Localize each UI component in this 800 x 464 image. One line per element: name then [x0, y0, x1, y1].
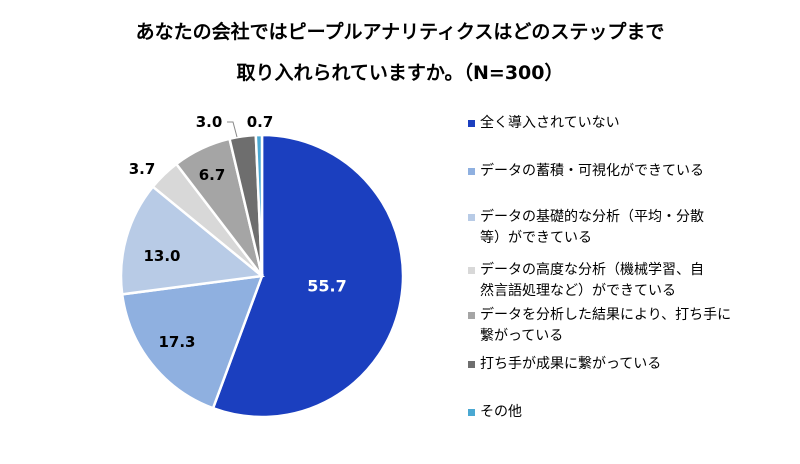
slice-not-introduced: [211, 133, 405, 419]
data-label: 0.7: [247, 113, 274, 131]
legend-label: 全く導入されていない: [480, 115, 620, 131]
legend-swatch: [468, 168, 475, 175]
legend-item-basic-analysis: データの基礎的な分析（平均・分散 等）ができている: [468, 207, 768, 249]
legend-item-other: その他: [468, 402, 768, 423]
legend-swatch: [468, 409, 475, 416]
legend-swatch: [468, 267, 475, 274]
slice-other: [254, 133, 264, 277]
data-label: 3.7: [129, 160, 156, 178]
chart-title-line2: 取り入れられていますか。（N=300）: [236, 62, 564, 84]
legend-item-led-to-actions: データを分析した結果により、打ち手に 繋がっている: [468, 305, 768, 347]
legend-item-not-introduced: 全く導入されていない: [468, 113, 768, 134]
legend-label: 打ち手が成果に繋がっている: [480, 356, 662, 372]
legend-item-accumulation: データの蓄積・可視化ができている: [468, 161, 768, 182]
chart-title-line1: あなたの会社ではピープルアナリティクスはどのステップまで: [135, 21, 665, 43]
legend-item-actions-results: 打ち手が成果に繋がっている: [468, 354, 768, 375]
legend-label: データの高度な分析（機械学習、自 然言語処理など）ができている: [480, 262, 704, 299]
legend-swatch: [468, 120, 475, 127]
legend-swatch: [468, 312, 475, 319]
legend-swatch: [468, 361, 475, 368]
legend-swatch: [468, 214, 475, 221]
legend-label: データの蓄積・可視化ができている: [480, 163, 704, 179]
data-label: 55.7: [307, 277, 346, 296]
legend-item-advanced-analysis: データの高度な分析（機械学習、自 然言語処理など）ができている: [468, 260, 768, 302]
data-label: 6.7: [199, 166, 226, 184]
data-label: 3.0: [196, 113, 223, 131]
legend-label: データの基礎的な分析（平均・分散 等）ができている: [480, 209, 704, 246]
legend-label: その他: [480, 404, 522, 420]
legend-label: データを分析した結果により、打ち手に 繋がっている: [480, 307, 732, 344]
data-label: 17.3: [158, 333, 195, 351]
slice-basic-analysis: [119, 184, 266, 296]
slice-accumulation: [120, 274, 264, 410]
data-label: 13.0: [143, 247, 180, 265]
leader-line: [227, 121, 238, 138]
